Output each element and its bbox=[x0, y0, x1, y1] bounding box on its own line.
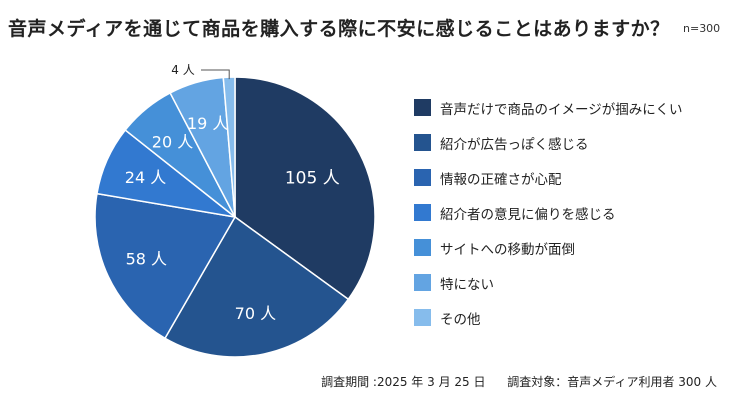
slice-label-7: 4 人 bbox=[171, 63, 194, 77]
legend-item-1: 音声だけで商品のイメージが掴みにくい bbox=[414, 96, 682, 119]
slice-label-6: 19 人 bbox=[187, 114, 228, 133]
legend-item-3: 情報の正確さが心配 bbox=[414, 166, 682, 189]
legend-label: その他 bbox=[440, 311, 481, 328]
pie-slice-1 bbox=[234, 76, 376, 301]
slice-label-5: 20 人 bbox=[152, 133, 193, 152]
slice-label-4: 24 人 bbox=[125, 168, 166, 187]
survey-target: 調査対象：音声メディア利用者 300 人 bbox=[507, 375, 717, 389]
slice-label-1: 105 人 bbox=[285, 169, 340, 189]
legend-label: 情報の正確さが心配 bbox=[440, 171, 562, 188]
legend-item-7: その他 bbox=[414, 306, 682, 329]
legend-swatch bbox=[414, 134, 431, 151]
legend-item-6: 特にない bbox=[414, 271, 682, 294]
legend-label: 紹介者の意見に偏りを感じる bbox=[440, 206, 616, 223]
legend-item-4: 紹介者の意見に偏りを感じる bbox=[414, 201, 682, 224]
slice-label-3: 58 人 bbox=[126, 250, 167, 269]
survey-date: 調査期間 :2025 年 3 月 25 日 bbox=[321, 375, 486, 389]
pie-slice-3 bbox=[94, 192, 237, 340]
legend-swatch bbox=[414, 309, 431, 326]
legend-label: 音声だけで商品のイメージが掴みにくい bbox=[440, 101, 683, 118]
sample-size: n=300 bbox=[683, 22, 721, 35]
legend-swatch bbox=[414, 204, 431, 221]
legend-label: 特にない bbox=[440, 276, 494, 293]
legend-swatch bbox=[414, 239, 431, 256]
slice-label-2: 70 人 bbox=[235, 304, 276, 323]
legend-label: 紹介が広告っぽく感じる bbox=[440, 136, 589, 153]
legend-swatch bbox=[414, 169, 431, 186]
legend-label: サイトへの移動が面倒 bbox=[440, 241, 575, 258]
legend-swatch bbox=[414, 274, 431, 291]
survey-footer: 調査期間 :2025 年 3 月 25 日 調査対象：音声メディア利用者 300… bbox=[321, 373, 717, 390]
chart-legend: 音声だけで商品のイメージが掴みにくい 紹介が広告っぽく感じる 情報の正確さが心配紹介… bbox=[414, 96, 682, 341]
legend-swatch bbox=[414, 99, 431, 116]
pie-slice-2 bbox=[163, 215, 350, 358]
legend-item-5: サイトへの移動が面倒 bbox=[414, 236, 682, 259]
chart-title: 音声メディアを通じて商品を購入する際に不安に感じることはありますか？ bbox=[8, 18, 670, 40]
leader-line bbox=[201, 69, 230, 80]
legend-item-2: 紹介が広告っぽく感じる bbox=[414, 131, 682, 154]
